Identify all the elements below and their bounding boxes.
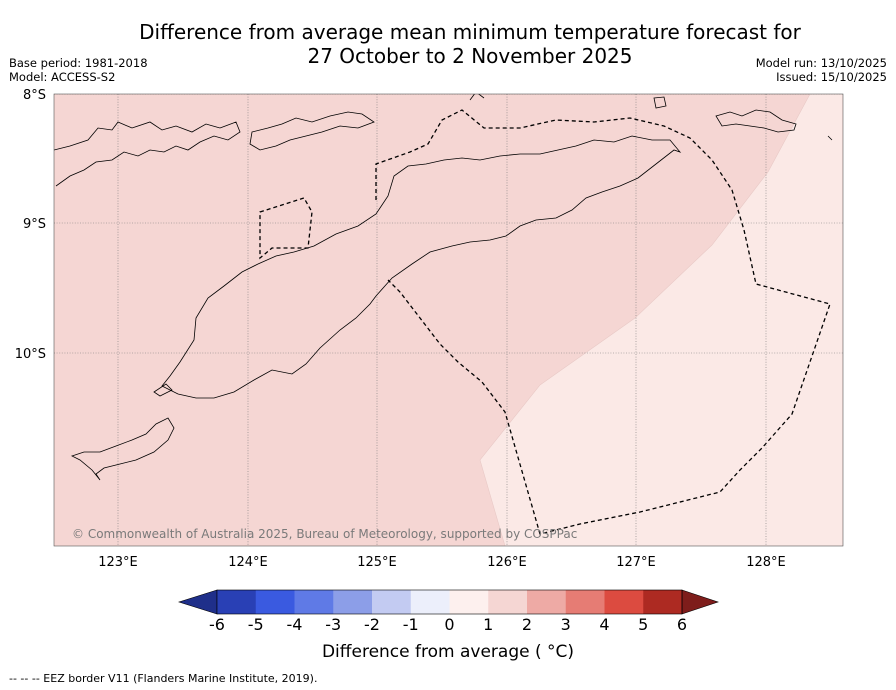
base-period: Base period: 1981-2018 (9, 56, 148, 70)
coast-babar-islands (715, 109, 797, 133)
lat-label-8s: 8°S (23, 88, 46, 103)
colorbar-tick-label: 5 (638, 615, 648, 634)
colorbar: -6 -5 -4 -3 -2 -1 0 1 2 3 4 5 6 (178, 589, 719, 634)
colorbar-segment (294, 590, 334, 614)
colorbar-tick-label: 4 (599, 615, 609, 634)
colorbar-segment (604, 590, 644, 614)
map-frame (53, 93, 844, 547)
lat-label-10s: 10°S (15, 347, 46, 362)
lon-label-127e: 127°E (616, 555, 656, 570)
colorbar-segment (372, 590, 412, 614)
lon-label-126e: 126°E (487, 555, 527, 570)
map-title: Difference from average mean minimum tem… (90, 20, 850, 68)
colorbar-extend-high (681, 589, 719, 615)
footnote-eez: -- -- -- EEZ border V11 (Flanders Marine… (9, 672, 318, 685)
coast-timor (161, 135, 682, 399)
eez-border (259, 109, 831, 535)
meta-right: Model run: 13/10/2025 Issued: 15/10/2025 (756, 56, 887, 84)
colorbar-tick-label: 3 (561, 615, 571, 634)
coast-alor-islands (249, 111, 375, 151)
lon-label-123e: 123°E (98, 555, 138, 570)
coast-small-islet (653, 96, 667, 109)
colorbar-frame (216, 589, 683, 615)
colorbar-tick-label: 0 (444, 615, 454, 634)
eez-oecusse (259, 197, 313, 260)
model-name: Model: ACCESS-S2 (9, 70, 116, 84)
colorbar-tick-label: 2 (522, 615, 532, 634)
coast-rote (70, 417, 175, 481)
colorbar-segment (643, 590, 683, 614)
colorbar-title: Difference from average ( °C) (321, 642, 575, 662)
colorbar-segment (488, 590, 528, 614)
colorbar-tick-label: -5 (248, 615, 264, 634)
lat-label-9s: 9°S (23, 217, 46, 232)
lon-labels: 123°E 124°E 125°E 126°E 127°E 128°E (98, 555, 786, 570)
colorbar-segment (410, 590, 450, 614)
colorbar-segment (217, 590, 257, 614)
colorbar-segment (449, 590, 489, 614)
lon-label-124e: 124°E (228, 555, 268, 570)
title-line-1: Difference from average mean minimum tem… (139, 20, 801, 44)
anomaly-region-0-to-1 (479, 94, 843, 546)
coast-north-islet (469, 94, 485, 101)
colorbar-segment (565, 590, 605, 614)
colorbar-segment (527, 590, 567, 614)
coast-east-islet (827, 135, 833, 141)
colorbar-tick-label: -1 (403, 615, 419, 634)
lat-labels: 8°S 9°S 10°S (15, 88, 46, 362)
title-line-2: 27 October to 2 November 2025 (307, 44, 633, 68)
colorbar-segment (333, 590, 373, 614)
coast-flores-sumbawa (54, 121, 241, 187)
lon-label-128e: 128°E (746, 555, 786, 570)
map-area: © Commonwealth of Australia 2025, Bureau… (54, 94, 843, 546)
colorbar-tick-label: -2 (364, 615, 380, 634)
model-run: Model run: 13/10/2025 (755, 56, 887, 70)
colorbar-extend-low (178, 589, 218, 615)
colorbar-segment (255, 590, 295, 614)
coastlines (54, 94, 833, 481)
meta-left: Base period: 1981-2018 Model: ACCESS-S2 (9, 56, 148, 84)
colorbar-tick-label: 6 (677, 615, 687, 634)
coast-semau (153, 383, 173, 397)
colorbar-tick-label: 1 (483, 615, 493, 634)
copyright-text: © Commonwealth of Australia 2025, Bureau… (72, 527, 577, 541)
issued-date: Issued: 15/10/2025 (776, 70, 887, 84)
colorbar-tick-label: -6 (209, 615, 225, 634)
lon-label-125e: 125°E (357, 555, 397, 570)
colorbar-tick-label: -4 (287, 615, 303, 634)
colorbar-tick-label: -3 (325, 615, 341, 634)
